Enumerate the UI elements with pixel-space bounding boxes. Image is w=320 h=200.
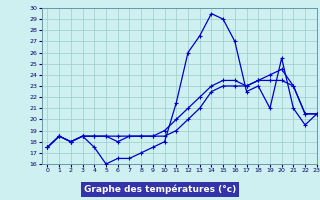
Text: Graphe des températures (°c): Graphe des températures (°c) (84, 184, 236, 194)
